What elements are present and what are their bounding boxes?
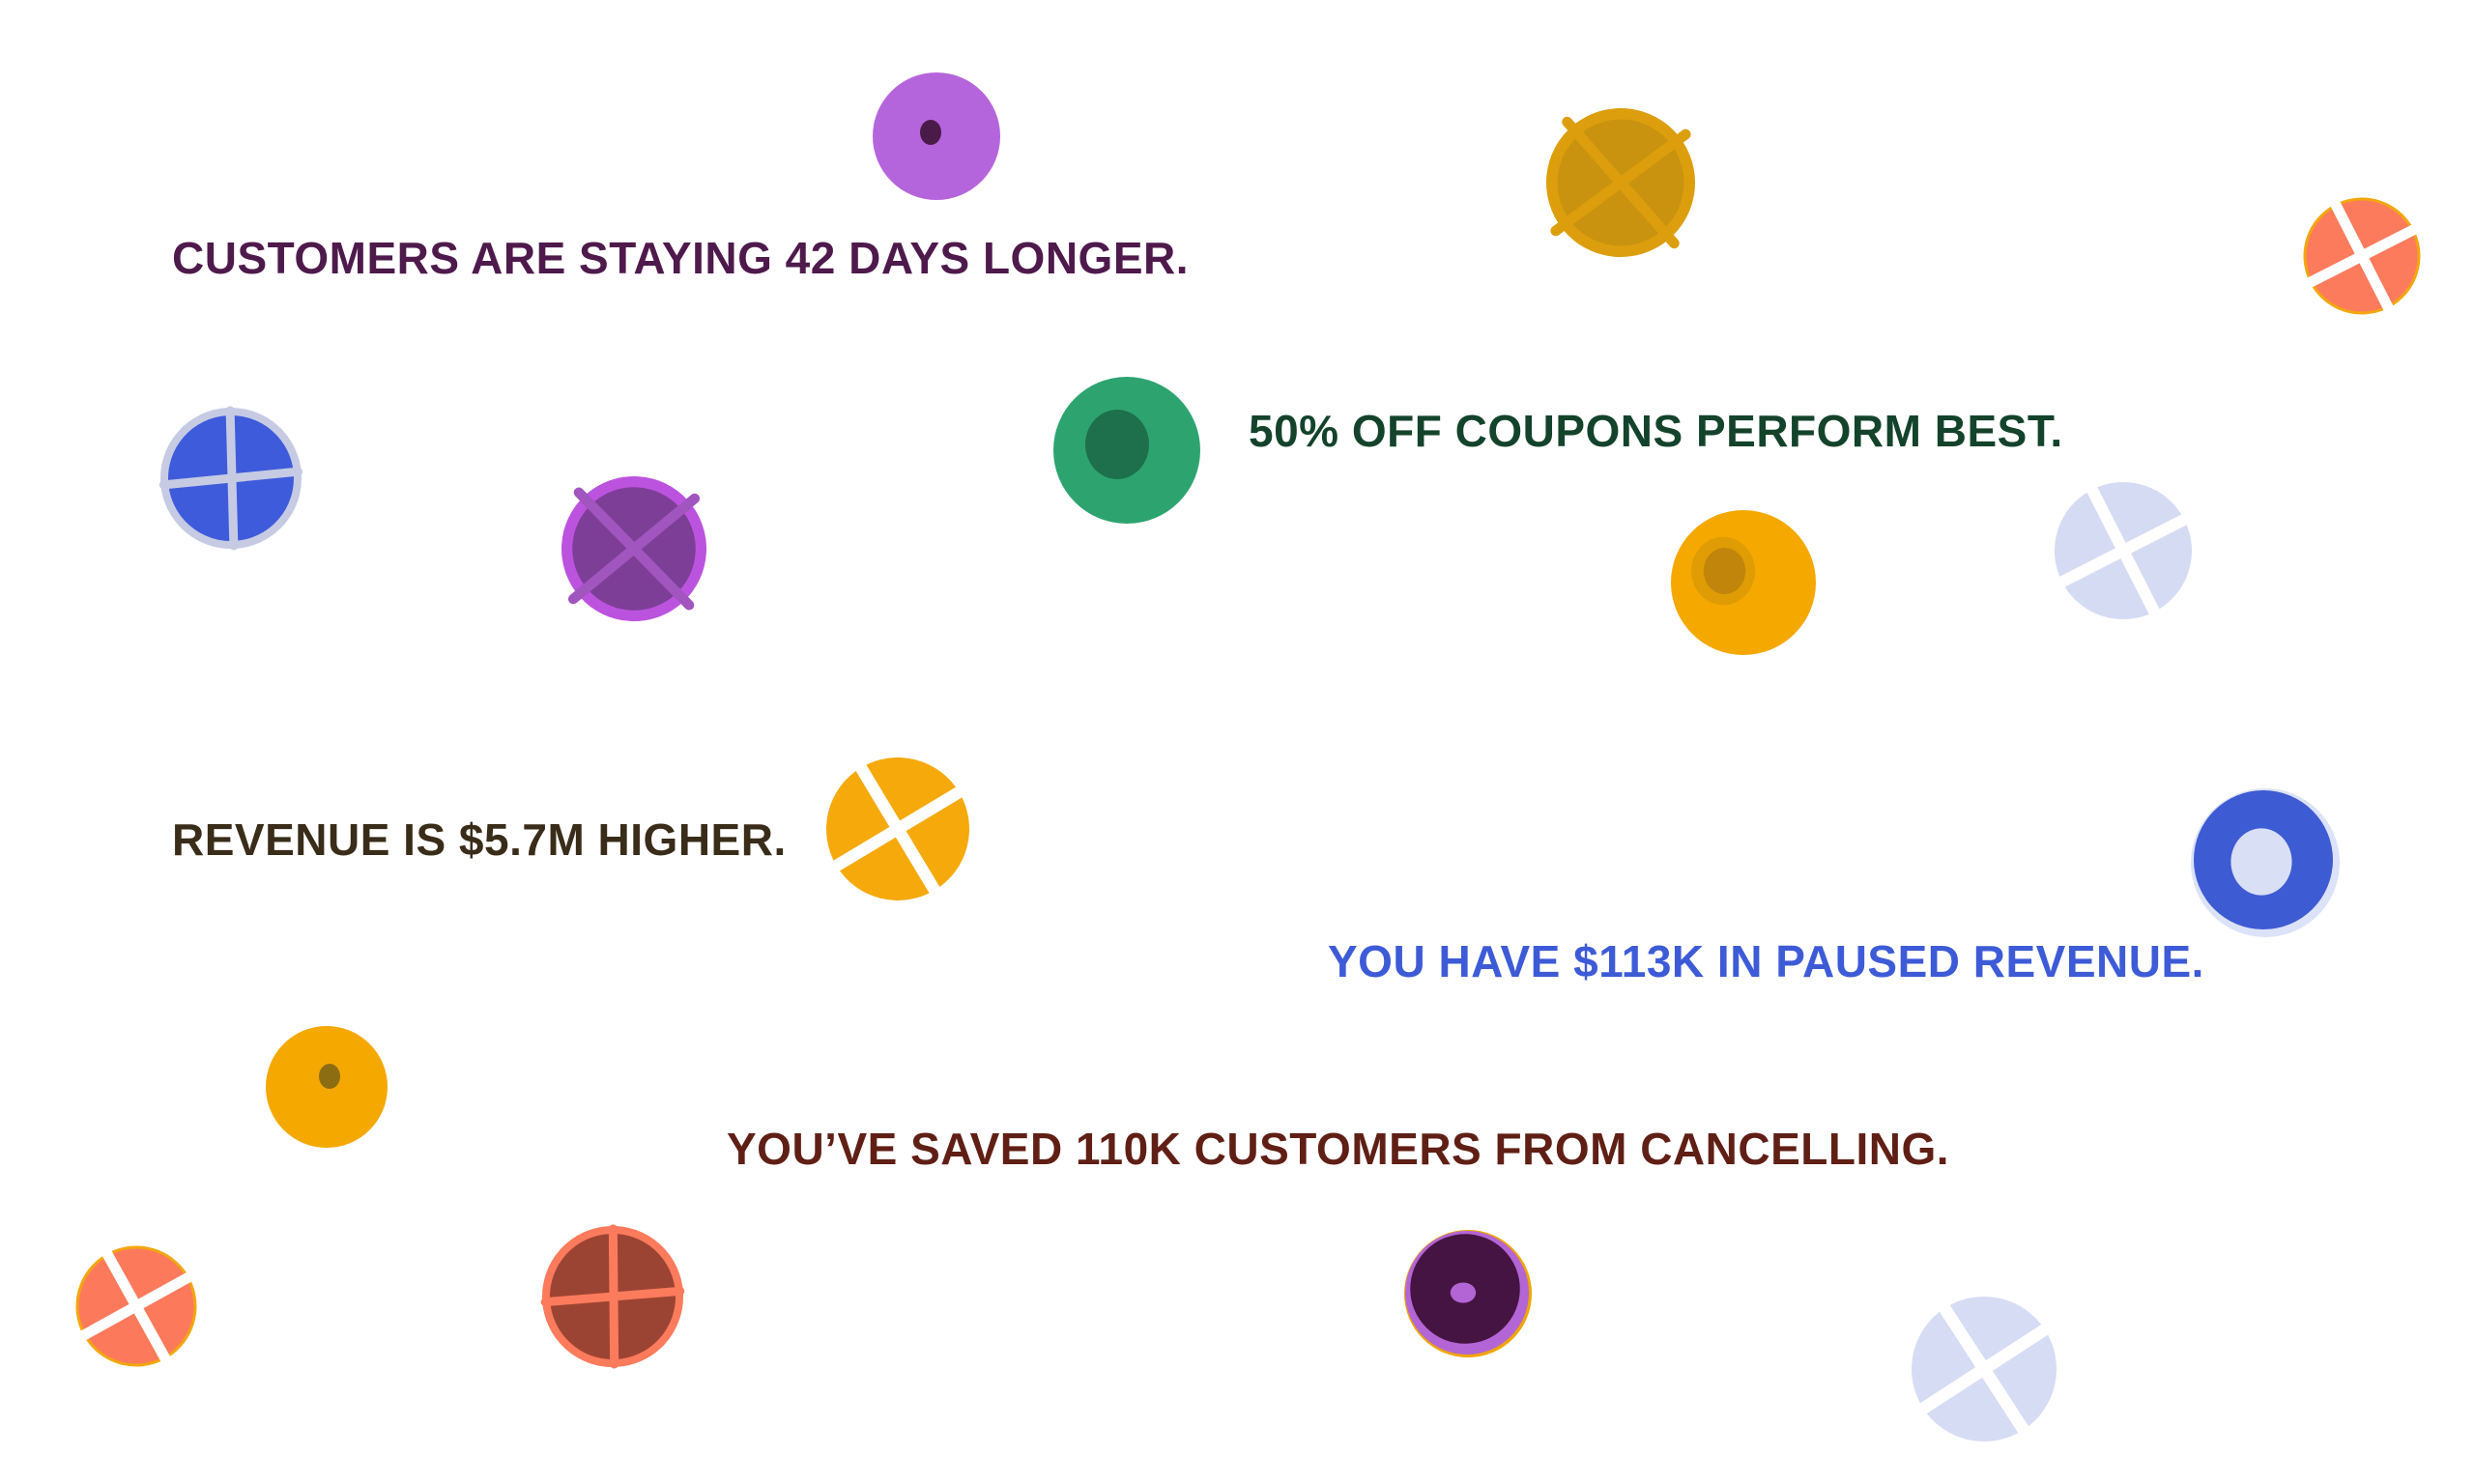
fruit-slice-amber-rings-icon <box>1671 510 1816 655</box>
statement-saved-customers: YOU’VE SAVED 110K CUSTOMERS FROM CANCELL… <box>727 1124 1950 1174</box>
statement-retention: CUSTOMERS ARE STAYING 42 DAYS LONGER. <box>172 233 1190 283</box>
fruit-slice-coral-x-small-icon <box>69 1239 204 1374</box>
fruit-slice-amber-seed-icon <box>266 1026 388 1148</box>
fruit-slice-coral-x-icon <box>2295 189 2429 323</box>
statement-paused-revenue: YOU HAVE $113K IN PAUSED REVENUE. <box>1328 936 2204 986</box>
fruit-slice-green-seed-icon <box>1053 377 1200 524</box>
fruit-slice-plum-icon <box>1404 1230 1532 1357</box>
fruit-slice-blue-cross-icon <box>158 406 303 551</box>
fruit-slice-gold-x-icon <box>1546 108 1695 257</box>
fruit-slice-purple-x-icon <box>561 476 706 621</box>
statement-coupons: 50% OFF COUPONS PERFORM BEST. <box>1249 406 2063 456</box>
fruit-slice-blue-donut-icon <box>2191 788 2340 937</box>
statement-revenue: REVENUE IS $5.7M HIGHER. <box>172 814 787 865</box>
fruit-slice-brick-cross-icon <box>540 1224 685 1369</box>
fruit-slice-gold-white-x-icon <box>820 752 975 906</box>
fruit-slice-periwinkle-x-bottom-icon <box>1907 1292 2061 1446</box>
fruit-slice-periwinkle-x-icon <box>2046 473 2201 628</box>
fruit-slice-orchid-seed-icon <box>873 72 1000 200</box>
